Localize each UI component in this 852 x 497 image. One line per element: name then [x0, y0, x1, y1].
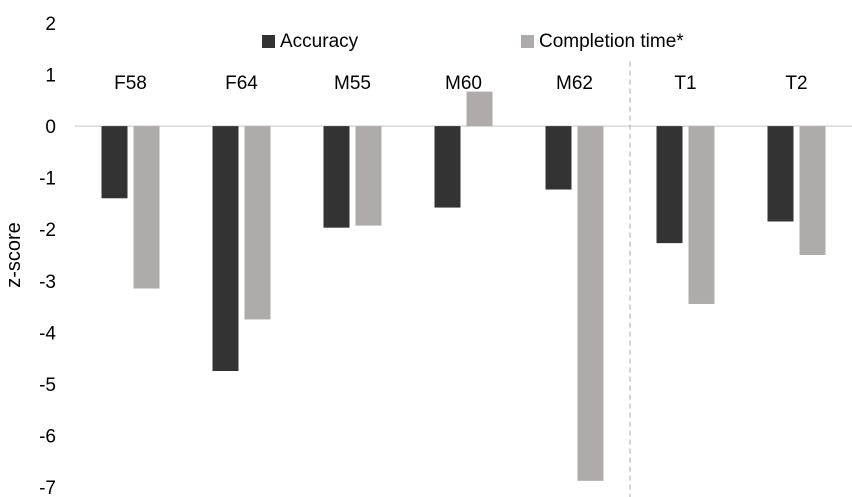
legend-label: Accuracy [280, 31, 359, 52]
legend: Accuracy Completion time* [262, 31, 684, 52]
y-tick-label: -5 [39, 375, 56, 396]
y-tick-label: -6 [39, 426, 56, 447]
legend-swatch [521, 35, 534, 48]
legend-swatch [262, 35, 275, 48]
bar-T1-accuracy [656, 126, 683, 244]
bar-M60-accuracy [434, 126, 461, 208]
category-label: M55 [334, 73, 371, 94]
bar-T2-accuracy [767, 126, 794, 222]
bar-T2-completion-time [799, 126, 826, 255]
category-label: M62 [556, 73, 593, 94]
category-label: M60 [445, 73, 482, 94]
y-tick-label: 0 [45, 117, 56, 138]
bar-F64-completion-time [244, 126, 271, 320]
y-tick-label: 2 [45, 14, 56, 35]
category-labels: F58 F64 M55 M60 M62 T1 T2 [114, 73, 807, 94]
category-label: T2 [785, 73, 807, 94]
y-axis-ticks: 2 1 0 -1 -2 -3 -4 -5 -6 -7 [39, 14, 56, 497]
bar-M60-completion-time [466, 91, 493, 127]
legend-label: Completion time* [539, 31, 684, 52]
y-tick-label: -1 [39, 169, 56, 190]
bar-M62-completion-time [577, 126, 604, 481]
y-axis-title: z-score [3, 222, 25, 288]
bar-M62-accuracy [545, 126, 572, 190]
bar-T1-completion-time [688, 126, 715, 304]
bar-M55-accuracy [323, 126, 350, 228]
category-label: F64 [225, 73, 258, 94]
y-tick-label: -7 [39, 478, 56, 497]
category-label: T1 [674, 73, 696, 94]
bar-F64-accuracy [212, 126, 239, 371]
y-tick-label: -2 [39, 220, 56, 241]
bar-M55-completion-time [355, 126, 382, 226]
category-label: F58 [114, 73, 147, 94]
bar-F58-completion-time [133, 126, 160, 289]
y-tick-label: 1 [45, 66, 56, 87]
y-tick-label: -4 [39, 323, 56, 344]
bars-group [101, 91, 826, 481]
bar-F58-accuracy [101, 126, 128, 199]
y-tick-label: -3 [39, 272, 56, 293]
